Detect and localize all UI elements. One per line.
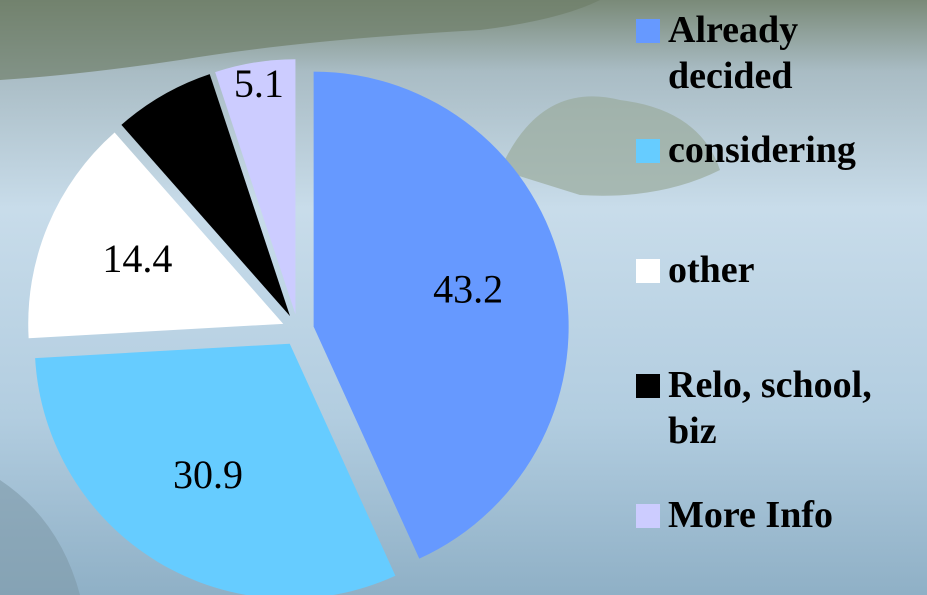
legend-item: Already decided [636,8,926,99]
data-label: 30.9 [173,452,243,497]
legend-item: considering [636,128,926,174]
data-label: 5.1 [234,61,284,106]
legend-swatch [636,19,660,43]
legend-label: other [668,248,755,294]
data-label: 14.4 [102,236,172,281]
page: 43.230.914.45.1 (() => { const data = JS… [0,0,927,595]
legend-label: Relo, school, biz [668,363,926,454]
legend-swatch [636,259,660,283]
legend-label: More Info [668,493,833,539]
legend-label: considering [668,128,856,174]
legend-label: Already decided [668,8,926,99]
legend-item: other [636,248,926,294]
legend-swatch [636,374,660,398]
legend-swatch [636,139,660,163]
legend-swatch [636,504,660,528]
data-label: 43.2 [433,266,503,311]
legend-item: Relo, school, biz [636,363,926,454]
legend-item: More Info [636,493,926,539]
